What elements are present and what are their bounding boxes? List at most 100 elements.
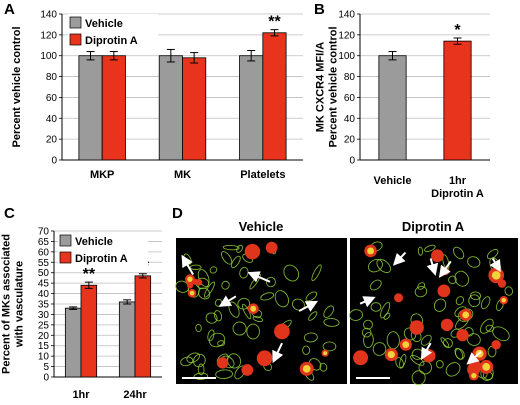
category-label: 1hr bbox=[72, 389, 90, 401]
vessel-ring bbox=[479, 318, 494, 334]
y-tick-label: 40 bbox=[344, 114, 356, 125]
legend: Vehicle Diprotin A bbox=[58, 232, 148, 268]
megakaryocyte bbox=[431, 249, 444, 263]
y-axis-label: with vasculature bbox=[14, 261, 26, 348]
vessel-ring bbox=[504, 286, 514, 296]
vessel-ring bbox=[195, 323, 202, 333]
vessel-ring bbox=[410, 354, 425, 366]
vessel-ring bbox=[220, 251, 233, 265]
y-tick-label: 50 bbox=[38, 268, 50, 279]
arrow-icon bbox=[218, 295, 237, 307]
vessel-ring bbox=[363, 332, 374, 349]
vessel-ring bbox=[435, 360, 444, 369]
legend-swatch bbox=[59, 251, 72, 264]
vessel-ring bbox=[231, 255, 241, 269]
micrograph-title-vehicle: Vehicle bbox=[239, 219, 284, 234]
megakaryocyte-core bbox=[482, 363, 491, 371]
vessel-ring bbox=[323, 305, 335, 318]
bar bbox=[378, 55, 407, 161]
y-tick-label: 55 bbox=[38, 258, 50, 269]
vessel-ring bbox=[203, 281, 216, 298]
vessel-ring bbox=[207, 329, 215, 342]
panel-letter-d: D bbox=[172, 205, 183, 222]
y-tick-label: 25 bbox=[38, 320, 50, 331]
bar bbox=[443, 40, 472, 161]
vessel-ring bbox=[383, 312, 391, 320]
vessel-ring bbox=[221, 280, 230, 290]
significance-mark: ** bbox=[83, 266, 96, 283]
y-tick-label: 70 bbox=[38, 227, 50, 238]
megakaryocyte-core bbox=[189, 290, 195, 296]
megakaryocyte-core bbox=[501, 297, 507, 303]
y-axis-label: Percent vehicle control bbox=[328, 26, 340, 147]
vessel-ring bbox=[252, 316, 264, 323]
arrow-icon bbox=[359, 296, 376, 308]
bar bbox=[262, 32, 287, 161]
y-tick-label: 120 bbox=[338, 30, 355, 41]
significance-mark: * bbox=[454, 22, 461, 39]
vessel-ring bbox=[455, 296, 465, 306]
vessel-ring bbox=[417, 246, 423, 256]
vessel-ring bbox=[323, 317, 340, 327]
panel-letter-b: B bbox=[314, 1, 325, 18]
megakaryocyte-core bbox=[367, 247, 375, 255]
y-tick-label: 80 bbox=[344, 72, 356, 83]
legend: Vehicle Diprotin A bbox=[68, 14, 158, 50]
vessel-ring bbox=[197, 363, 205, 376]
y-tick-label: 65 bbox=[38, 237, 50, 248]
panel-letter-a: A bbox=[4, 1, 15, 18]
vessel-ring bbox=[369, 279, 382, 291]
vessel-ring bbox=[454, 347, 464, 360]
vessel-ring bbox=[445, 362, 461, 377]
y-tick-label: 60 bbox=[344, 93, 356, 104]
vessel-ring bbox=[453, 246, 465, 260]
vessel-ring bbox=[193, 372, 209, 380]
megakaryocyte bbox=[216, 357, 229, 369]
vessel-ring bbox=[311, 264, 322, 282]
vessel-ring bbox=[468, 294, 481, 308]
y-tick-label: 30 bbox=[38, 310, 50, 321]
megakaryocyte-core bbox=[462, 311, 470, 319]
legend-label: Vehicle bbox=[75, 236, 113, 248]
y-tick-label: 40 bbox=[38, 289, 50, 300]
y-tick-label: 100 bbox=[40, 51, 57, 62]
megakaryocyte bbox=[274, 323, 290, 340]
y-tick-label: 5 bbox=[43, 362, 49, 373]
bar bbox=[118, 301, 136, 378]
vessel-ring bbox=[349, 309, 363, 321]
vessel-ring bbox=[209, 266, 218, 274]
vessel-ring bbox=[424, 244, 436, 252]
y-tick-label: 40 bbox=[46, 114, 58, 125]
megakaryocyte bbox=[440, 318, 454, 332]
vessel-ring bbox=[414, 285, 428, 298]
bar bbox=[239, 55, 264, 161]
vessel-ring bbox=[399, 354, 407, 369]
megakaryocyte bbox=[456, 328, 469, 342]
bar bbox=[101, 55, 126, 161]
y-tick-label: 80 bbox=[46, 72, 58, 83]
arrow-icon bbox=[247, 271, 271, 283]
legend-swatch bbox=[69, 16, 82, 29]
vessel-ring bbox=[368, 258, 383, 273]
y-tick-label: 60 bbox=[38, 247, 50, 258]
y-tick-label: 45 bbox=[38, 279, 50, 290]
vessel-ring bbox=[442, 338, 453, 349]
vessel-ring bbox=[193, 353, 206, 368]
y-tick-label: 120 bbox=[40, 30, 57, 41]
megakaryocyte-core bbox=[323, 351, 328, 356]
vessel-ring bbox=[232, 321, 247, 336]
legend-swatch bbox=[59, 234, 72, 247]
vessel-ring bbox=[213, 310, 223, 322]
y-tick-label: 20 bbox=[46, 135, 58, 146]
vessel-ring bbox=[215, 369, 234, 379]
category-label: 1hr bbox=[449, 175, 467, 187]
bar bbox=[64, 307, 82, 378]
vessel-ring bbox=[380, 301, 391, 319]
megakaryocyte-core bbox=[402, 341, 410, 348]
arrow-icon bbox=[438, 260, 452, 278]
micrograph-vehicle bbox=[175, 238, 347, 384]
vessel-ring bbox=[274, 290, 289, 308]
megakaryocyte bbox=[409, 320, 424, 335]
category-label: Vehicle bbox=[374, 175, 412, 187]
